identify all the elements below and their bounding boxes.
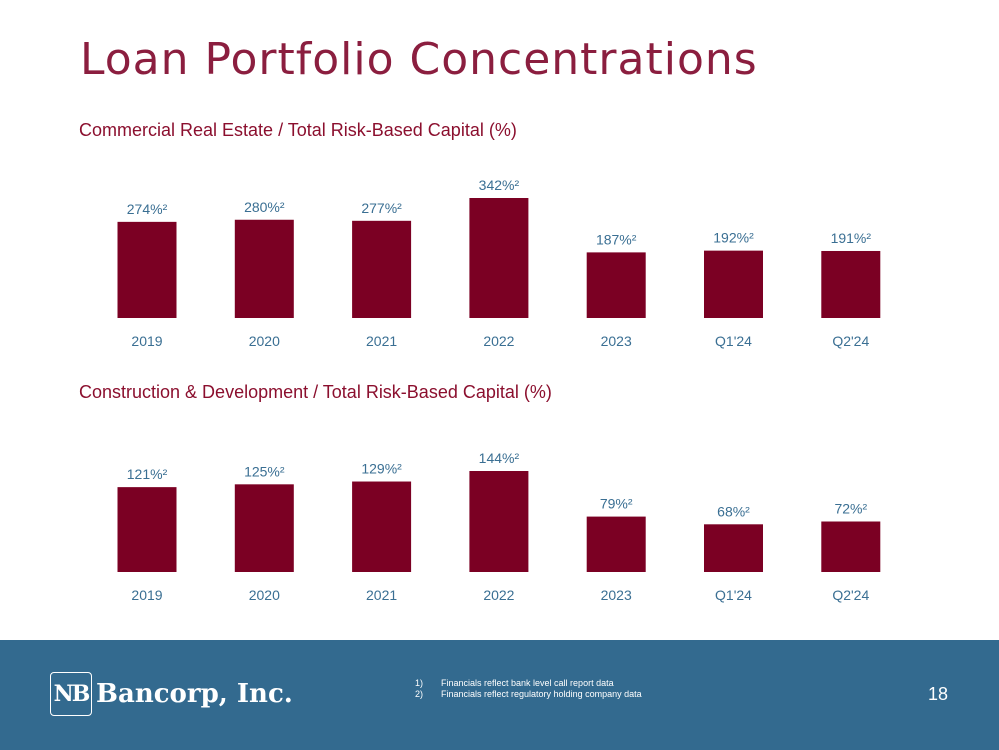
category-label: Q1'24: [715, 587, 752, 603]
value-label: 144%²: [479, 450, 520, 466]
footnote-text: Financials reflect bank level call repor…: [441, 678, 614, 688]
value-label: 121%²: [127, 466, 168, 482]
bar-2022: [469, 198, 529, 318]
logo-text: Bancorp, Inc.: [96, 679, 293, 709]
value-label: 68%²: [717, 503, 750, 519]
bar-2022: [469, 471, 529, 572]
bar-2020: [234, 219, 294, 318]
category-label: 2020: [249, 587, 280, 603]
category-label: 2020: [249, 333, 280, 349]
footer: NB Bancorp, Inc. 1) Financials reflect b…: [0, 640, 999, 750]
value-label: 129%²: [361, 461, 402, 477]
value-label: 280%²: [244, 199, 285, 215]
value-label: 79%²: [600, 496, 633, 512]
value-label: 187%²: [596, 231, 637, 247]
footnote-text: Financials reflect regulatory holding co…: [441, 689, 642, 699]
bar-2023: [586, 516, 646, 572]
cre-bar-chart: 274%² 2019 280%² 2020 277%² 2021 342%² 2022 187%…: [117, 177, 881, 349]
category-label: Q1'24: [715, 333, 752, 349]
category-label: 2022: [483, 587, 514, 603]
category-label: 2019: [131, 333, 162, 349]
cd-bar-chart: 121%² 2019 125%² 2020 129%² 2021 144%² 2022 79%²…: [117, 450, 881, 603]
category-label: 2019: [131, 587, 162, 603]
category-label: Q2'24: [832, 333, 869, 349]
bar-q224: [821, 521, 881, 572]
bar-2021: [352, 220, 412, 318]
logo-mark: NB: [50, 672, 92, 716]
bar-2020: [234, 484, 294, 572]
cre-chart-title: Commercial Real Estate / Total Risk-Base…: [79, 120, 517, 140]
category-label: 2021: [366, 333, 397, 349]
bar-q124: [704, 524, 763, 572]
bar-q124: [704, 250, 763, 318]
bar-2019: [117, 487, 177, 572]
value-label: 342%²: [479, 177, 520, 193]
category-label: 2022: [483, 333, 514, 349]
bar-q224: [821, 250, 881, 318]
company-logo: NB Bancorp, Inc.: [50, 669, 293, 719]
footnotes: 1) Financials reflect bank level call re…: [415, 678, 642, 700]
cd-chart-title: Construction & Development / Total Risk-…: [79, 382, 552, 402]
value-label: 191%²: [831, 230, 872, 246]
value-label: 277%²: [361, 200, 402, 216]
page-title: Loan Portfolio Concentrations: [80, 34, 758, 85]
value-label: 192%²: [713, 230, 754, 246]
category-label: Q2'24: [832, 587, 869, 603]
value-label: 125%²: [244, 463, 285, 479]
footnote-1: 1) Financials reflect bank level call re…: [415, 678, 642, 689]
bar-2019: [117, 221, 177, 318]
footnote-2: 2) Financials reflect regulatory holding…: [415, 689, 642, 700]
footnote-number: 2): [415, 689, 424, 699]
value-label: 274%²: [127, 201, 168, 217]
value-label: 72%²: [834, 501, 867, 517]
category-label: 2021: [366, 587, 397, 603]
bar-2021: [352, 481, 412, 572]
category-label: 2023: [601, 587, 632, 603]
footnote-number: 1): [415, 678, 424, 688]
category-label: 2023: [601, 333, 632, 349]
bar-2023: [586, 252, 646, 318]
page-number: 18: [928, 684, 949, 704]
